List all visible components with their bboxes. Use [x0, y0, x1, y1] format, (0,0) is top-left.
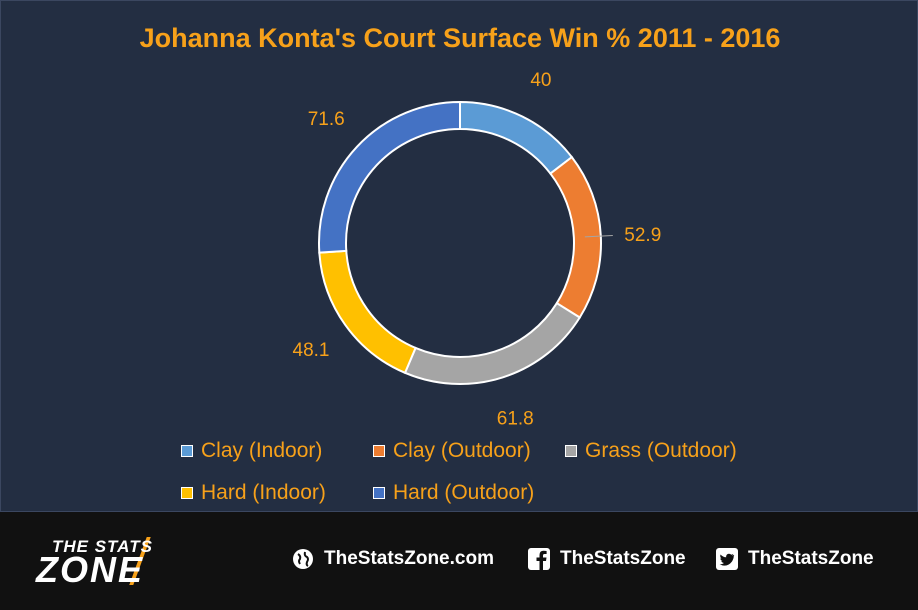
logo-line-top: THE STATS: [52, 537, 153, 556]
donut-slice-hard-indoor: [318, 249, 417, 375]
legend-item-hard-outdoor: Hard (Outdoor): [373, 481, 534, 505]
chart-panel: Johanna Konta's Court Surface Win % 2011…: [0, 0, 918, 512]
stats-zone-logo: THE STATS ZONE: [34, 533, 194, 590]
website-link[interactable]: TheStatsZone.com: [292, 548, 494, 570]
logo-line-bottom: ZONE: [36, 549, 145, 590]
data-label-grass-outdoor: 61.8: [497, 408, 534, 429]
facebook-icon: [528, 548, 550, 570]
legend-label: Grass (Outdoor): [585, 439, 737, 462]
data-label-hard-outdoor: 71.6: [308, 109, 345, 130]
chart-title: Johanna Konta's Court Surface Win % 2011…: [139, 23, 781, 53]
donut-slice-hard-outdoor: [318, 100, 461, 254]
legend-swatch: [181, 487, 193, 499]
donut-chart: 40 52.9 61.8 48.1 71.6: [293, 70, 662, 430]
twitter-text: TheStatsZone: [748, 548, 874, 569]
twitter-icon: [716, 548, 738, 570]
legend-label: Clay (Outdoor): [393, 439, 531, 462]
legend-swatch: [373, 445, 385, 457]
data-label-clay-outdoor: 52.9: [624, 225, 661, 246]
twitter-link[interactable]: TheStatsZone: [716, 548, 874, 570]
facebook-text: TheStatsZone: [560, 548, 686, 569]
data-label-clay-indoor: 40: [530, 70, 551, 91]
legend-swatch: [373, 487, 385, 499]
legend-item-clay-outdoor: Clay (Outdoor): [373, 439, 531, 463]
leader-line: [584, 234, 613, 238]
legend-label: Hard (Outdoor): [393, 481, 535, 504]
facebook-link[interactable]: TheStatsZone: [528, 548, 686, 570]
legend-item-clay-indoor: Clay (Indoor): [181, 439, 322, 463]
legend-swatch: [181, 445, 193, 457]
legend-item-grass-outdoor: Grass (Outdoor): [565, 439, 737, 463]
donut-slice-clay-indoor: [459, 100, 574, 175]
website-text: TheStatsZone.com: [324, 548, 494, 569]
globe-icon: [292, 548, 314, 570]
legend-item-hard-indoor: Hard (Indoor): [181, 481, 326, 505]
footer: [0, 512, 918, 610]
legend-label: Hard (Indoor): [201, 481, 326, 504]
legend-swatch: [565, 445, 577, 457]
data-label-hard-indoor: 48.1: [293, 340, 330, 361]
donut-slice-grass-outdoor: [403, 301, 582, 385]
legend-label: Clay (Indoor): [201, 439, 323, 462]
donut-slice-clay-outdoor: [549, 155, 602, 319]
